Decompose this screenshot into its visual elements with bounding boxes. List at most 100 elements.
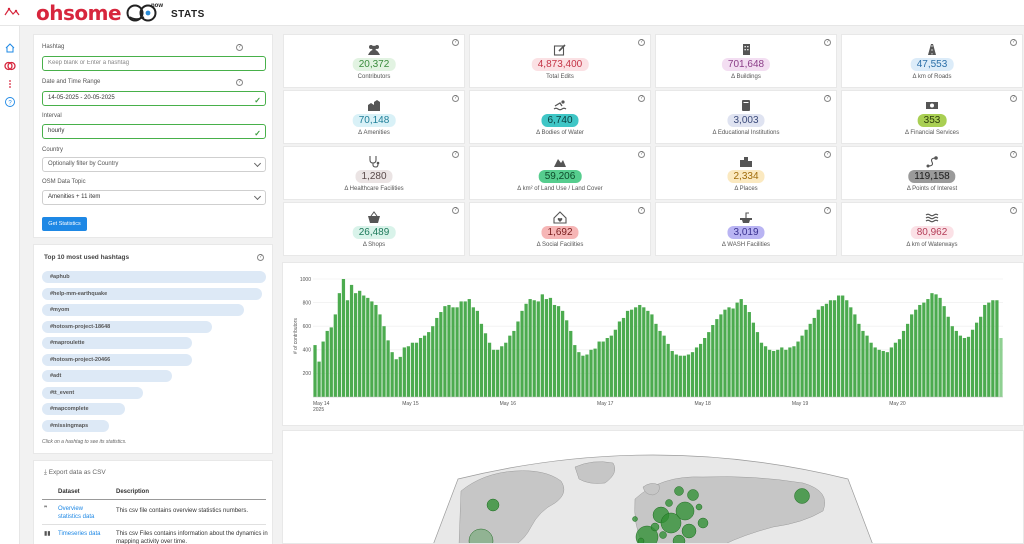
chart-bar[interactable] [552,304,557,397]
chart-bar[interactable] [496,349,500,397]
chart-bar[interactable] [767,349,772,397]
chart-bar[interactable] [642,307,646,397]
chart-bar[interactable] [707,332,711,397]
chart-bar[interactable] [491,349,496,397]
chart-bar[interactable] [946,316,950,397]
chart-bar[interactable] [938,297,942,397]
chart-bar[interactable] [804,329,808,397]
chart-bar[interactable] [593,348,597,397]
chart-bar[interactable] [560,310,565,397]
date-range-field[interactable]: 14-05-2025 - 20-05-2025 ✓ [42,91,266,106]
get-statistics-button[interactable]: Get Statistics [42,217,87,231]
stat-help-icon[interactable]: ? [638,207,645,214]
chart-bar[interactable] [934,294,938,397]
chart-bar[interactable] [341,279,346,397]
chart-bar[interactable] [418,338,423,397]
chart-bar[interactable] [999,338,1003,397]
chart-bar[interactable] [995,300,999,397]
chart-bar[interactable] [812,317,816,397]
hashtags-help-icon[interactable]: ? [257,254,264,261]
chart-bar[interactable] [873,347,877,397]
chart-bar[interactable] [983,304,987,397]
chart-bar[interactable] [504,342,508,397]
chart-bar[interactable] [719,314,723,397]
chart-bar[interactable] [646,310,650,397]
help-circle-icon[interactable]: ? [4,96,16,108]
chart-bar[interactable] [581,355,585,397]
chart-bar[interactable] [455,307,459,397]
chart-bar[interactable] [422,335,427,397]
chart-bar[interactable] [512,330,516,397]
stat-help-icon[interactable]: ? [638,151,645,158]
chart-bar[interactable] [991,300,995,397]
chart-bar[interactable] [869,342,873,397]
chart-bar[interactable] [520,310,524,397]
chart-bar[interactable] [922,302,926,397]
timeseries-data-link[interactable]: Timeseries data [58,531,101,537]
chart-bar[interactable] [735,302,739,397]
chart-bar[interactable] [500,346,504,397]
chart-bar[interactable] [763,346,768,397]
interval-field[interactable]: hourly ✓ [42,124,266,139]
chart-bar[interactable] [962,338,967,397]
home-icon[interactable] [4,42,16,54]
stat-help-icon[interactable]: ? [638,95,645,102]
chart-bar[interactable] [573,345,577,397]
hashtag-item[interactable]: #maproulette [42,337,192,349]
chart-bar[interactable] [528,299,532,397]
more-vertical-icon[interactable] [4,78,16,90]
chart-bar[interactable] [569,330,573,397]
chart-bar[interactable] [540,294,544,397]
chart-bar[interactable] [601,341,605,397]
chart-bar[interactable] [808,323,812,397]
chart-bar[interactable] [824,303,829,397]
chart-bar[interactable] [889,347,894,397]
chart-bar[interactable] [325,330,329,397]
chart-bar[interactable] [772,350,776,397]
chart-bar[interactable] [613,329,618,397]
chart-bar[interactable] [885,352,889,397]
chart-bar[interactable] [845,300,849,397]
chart-bar[interactable] [686,354,691,397]
date-help-icon[interactable]: ? [236,79,243,86]
chart-bar[interactable] [901,330,906,397]
chart-bar[interactable] [621,317,626,397]
chart-bar[interactable] [447,304,451,397]
chart-bar[interactable] [670,350,674,397]
chart-bar[interactable] [897,339,902,397]
chart-bar[interactable] [974,322,979,397]
chart-bar[interactable] [828,300,833,397]
stat-help-icon[interactable]: ? [452,207,459,214]
chart-bar[interactable] [532,300,536,397]
chart-bar[interactable] [362,295,366,397]
chart-bar[interactable] [690,352,695,397]
chart-bar[interactable] [926,299,930,397]
chart-bar[interactable] [800,335,804,397]
stat-help-icon[interactable]: ? [1010,39,1017,46]
chart-bar[interactable] [970,329,975,397]
contributors-bar-chart[interactable]: 200 400 600 800 1000 # of contributors May 14 2… [283,263,1024,427]
chart-bar[interactable] [353,293,358,397]
chart-bar[interactable] [467,299,471,397]
chart-bar[interactable] [374,304,378,397]
stat-help-icon[interactable]: ? [824,151,831,158]
chart-bar[interactable] [914,309,918,397]
contributions-map[interactable] [283,431,1024,544]
chart-bar[interactable] [398,356,402,397]
stat-help-icon[interactable]: ? [824,95,831,102]
hashtag-item[interactable]: #tt_event [42,386,143,399]
chart-bar[interactable] [747,312,751,397]
chart-bar[interactable] [625,310,630,397]
stat-help-icon[interactable]: ? [638,39,645,46]
contribution-markers[interactable] [468,486,810,544]
chart-bar[interactable] [565,320,569,397]
chart-bar[interactable] [479,323,484,397]
chart-bar[interactable] [471,307,475,397]
chart-bar[interactable] [853,314,857,397]
chart-bar[interactable] [589,349,593,397]
chart-bar[interactable] [556,306,561,397]
chart-bar[interactable] [658,330,662,397]
chart-bar[interactable] [597,341,601,397]
chart-bar[interactable] [881,350,885,397]
stat-help-icon[interactable]: ? [1010,207,1017,214]
